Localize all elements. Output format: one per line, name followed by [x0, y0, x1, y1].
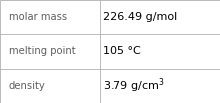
Text: 3.79 g/cm$^3$: 3.79 g/cm$^3$: [103, 77, 165, 95]
Text: 226.49 g/mol: 226.49 g/mol: [103, 12, 178, 22]
Text: melting point: melting point: [9, 46, 75, 57]
Text: molar mass: molar mass: [9, 12, 67, 22]
Text: 105 °C: 105 °C: [103, 46, 141, 57]
Text: density: density: [9, 81, 46, 91]
